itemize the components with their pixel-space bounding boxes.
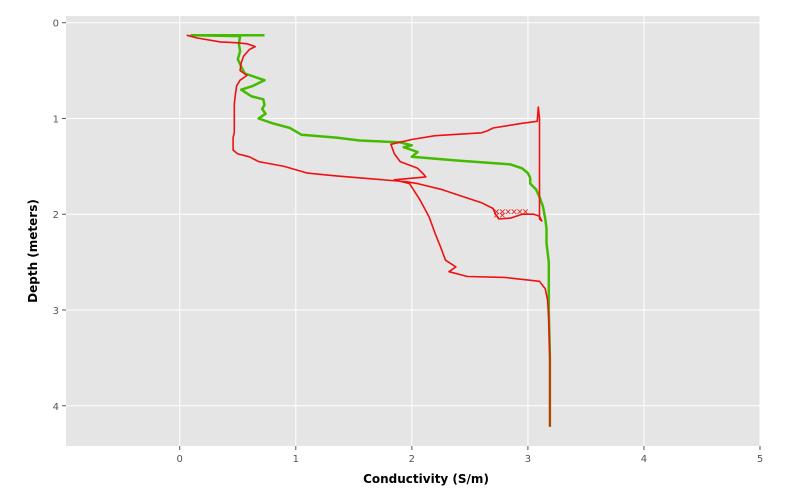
- marker-x: ×: [493, 207, 501, 217]
- y-tick-label: 3: [53, 306, 59, 317]
- plot-background: [66, 16, 760, 446]
- x-tick-label: 1: [293, 454, 299, 465]
- y-axis-ticks: 0 1 2 3 4: [53, 19, 66, 413]
- marker-x: ×: [510, 207, 518, 217]
- series-lines: [186, 33, 552, 427]
- x-tick-label: 2: [409, 454, 415, 465]
- marker-x: ×: [499, 211, 507, 221]
- x-tick-label: 4: [641, 454, 647, 465]
- annotation-markers: ××××××××: [493, 207, 530, 221]
- y-axis-label: Depth (meters): [26, 199, 40, 303]
- marker-x: ×: [499, 207, 507, 217]
- marker-x: ×: [522, 207, 530, 217]
- x-axis-ticks: 0 1 2 3 4 5: [177, 446, 763, 465]
- x-axis-label: Conductivity (S/m): [363, 472, 489, 486]
- y-tick-label: 0: [53, 19, 59, 30]
- y-tick-label: 1: [53, 114, 59, 125]
- x-tick-label: 5: [757, 454, 763, 465]
- grid-lines: [66, 16, 761, 446]
- x-tick-label: 3: [525, 454, 531, 465]
- marker-x: ×: [504, 207, 512, 217]
- series-line-1: [186, 34, 551, 427]
- marker-x: ×: [516, 207, 524, 217]
- marker-x: ×: [493, 211, 501, 221]
- x-tick-label: 0: [177, 454, 183, 465]
- y-tick-label: 2: [53, 210, 59, 221]
- series-line-0: [190, 33, 552, 427]
- y-tick-label: 4: [53, 402, 59, 413]
